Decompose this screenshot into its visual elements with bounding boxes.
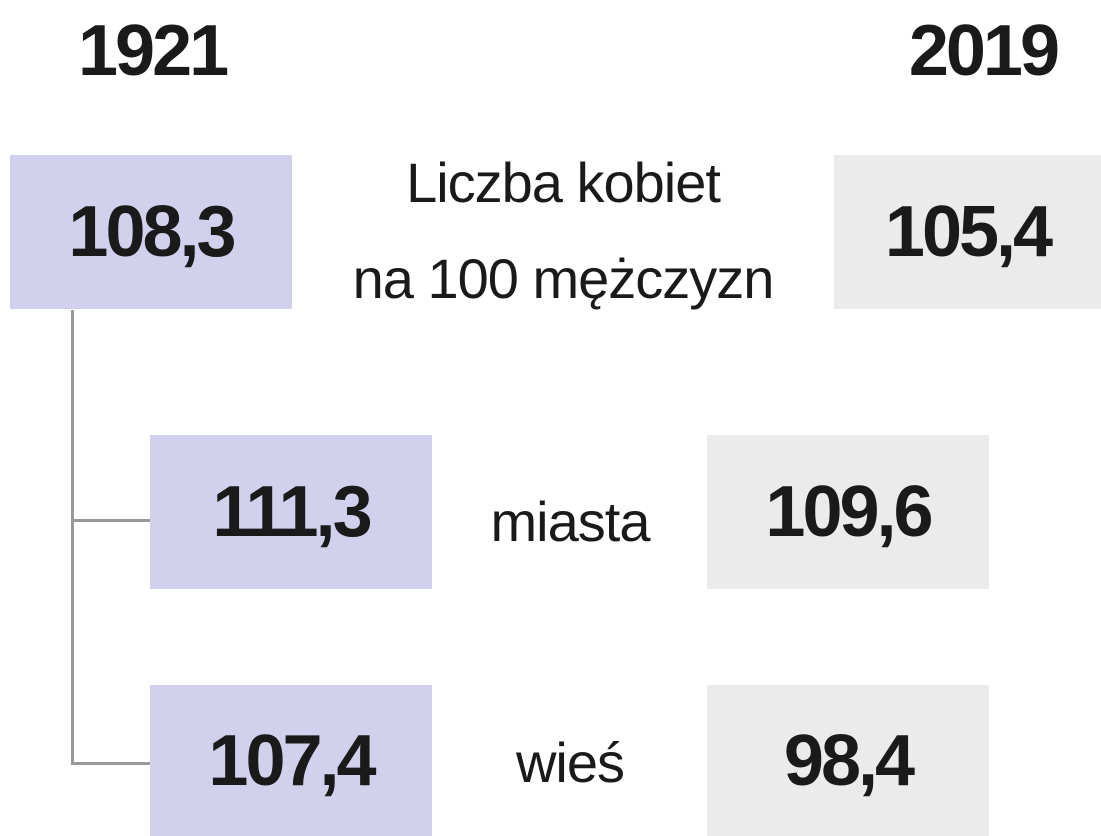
value-box: 98,4	[707, 685, 989, 836]
row-label: Liczba kobiet na 100 mężczyzn	[300, 135, 826, 327]
label-line: na 100 mężczyzn	[352, 247, 775, 310]
connector	[71, 519, 150, 522]
value-box: 105,4	[834, 155, 1101, 309]
connector	[71, 762, 150, 765]
connector	[71, 310, 74, 765]
year-label: 1921	[78, 11, 229, 91]
value-box: 111,3	[150, 435, 432, 589]
year-label: 2019	[908, 11, 1060, 91]
label-line: Liczba kobiet	[406, 151, 721, 214]
row-label: miasta	[490, 490, 651, 553]
row-label: wieś	[515, 731, 625, 794]
value-box: 108,3	[10, 155, 292, 309]
value-box: 109,6	[707, 435, 989, 589]
value-box: 107,4	[150, 685, 432, 836]
